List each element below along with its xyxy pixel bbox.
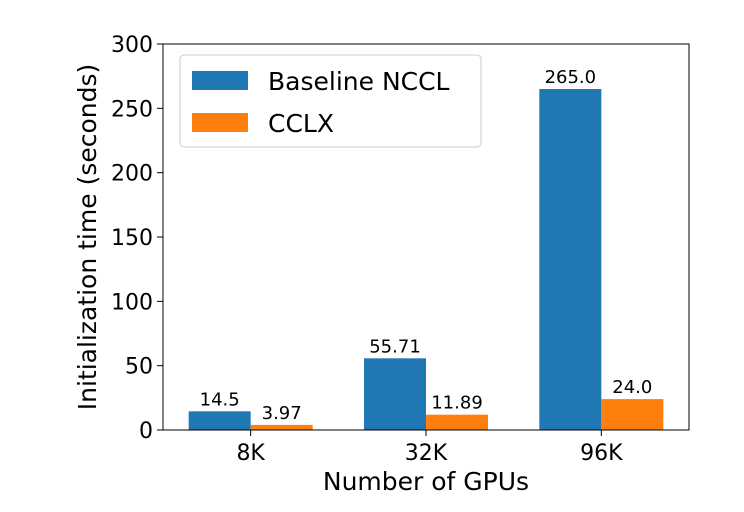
y-tick-label: 200 xyxy=(111,162,153,187)
y-tick-label: 300 xyxy=(111,33,153,58)
x-tick-label-8k: 8K xyxy=(236,441,265,466)
y-tick-label: 250 xyxy=(111,97,153,122)
data-labels-group: 14.5 3.97 55.71 11.89 265.0 24.0 xyxy=(200,67,653,424)
data-label-baseline-nccl-32k: 55.71 xyxy=(369,336,421,357)
data-label-baseline-nccl-96k: 265.0 xyxy=(545,67,597,88)
bars-group xyxy=(188,89,664,431)
legend-swatch-cclx xyxy=(192,113,248,132)
bar-baseline-nccl-96k xyxy=(539,89,602,431)
legend-label-cclx: CCLX xyxy=(268,109,334,138)
legend-swatch-baseline-nccl xyxy=(192,71,248,90)
data-label-baseline-nccl-8k: 14.5 xyxy=(200,389,240,410)
x-tick-label-32k: 32K xyxy=(405,441,448,466)
legend-label-baseline-nccl: Baseline NCCL xyxy=(268,67,450,96)
bar-cclx-8k xyxy=(250,424,313,430)
bar-baseline-nccl-8k xyxy=(188,411,251,430)
y-axis: 0 50 100 150 200 250 300 xyxy=(111,33,163,444)
legend: Baseline NCCL CCLX xyxy=(179,54,482,148)
legend-box xyxy=(179,54,482,148)
y-tick-label: 50 xyxy=(125,355,153,380)
data-label-cclx-96k: 24.0 xyxy=(612,377,652,398)
bar-cclx-96k xyxy=(601,399,664,430)
x-tick-label-96k: 96K xyxy=(580,441,623,466)
y-tick-label: 0 xyxy=(139,419,153,444)
y-tick-label: 150 xyxy=(111,226,153,251)
data-label-cclx-8k: 3.97 xyxy=(262,403,302,424)
x-axis-label: Number of GPUs xyxy=(323,467,529,496)
y-tick-label: 100 xyxy=(111,290,153,315)
bar-cclx-32k xyxy=(426,414,488,430)
bar-baseline-nccl-32k xyxy=(364,358,426,430)
x-axis: 8K 32K 96K xyxy=(236,430,623,466)
data-label-cclx-32k: 11.89 xyxy=(431,393,483,414)
y-axis-label: Initialization time (seconds) xyxy=(73,64,102,411)
